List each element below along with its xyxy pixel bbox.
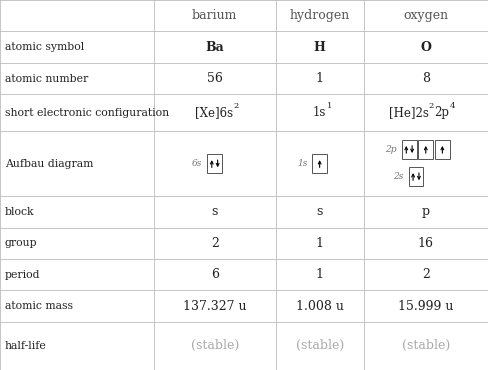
Bar	[419, 140, 433, 159]
Text: O: O	[420, 41, 431, 54]
Text: 2: 2	[233, 102, 239, 110]
Text: half-life: half-life	[5, 341, 47, 351]
Text: Ba: Ba	[205, 41, 224, 54]
Text: atomic mass: atomic mass	[5, 301, 73, 311]
Text: short electronic configuration: short electronic configuration	[5, 108, 169, 118]
Text: s: s	[211, 205, 218, 218]
Text: barium: barium	[192, 9, 237, 22]
Text: (stable): (stable)	[296, 339, 344, 353]
Text: 2: 2	[211, 237, 219, 250]
Text: (stable): (stable)	[402, 339, 450, 353]
Bar	[312, 155, 327, 173]
Text: 6s: 6s	[192, 159, 203, 168]
Text: p: p	[422, 205, 430, 218]
Text: 16: 16	[418, 237, 434, 250]
Bar	[402, 140, 417, 159]
Text: 56: 56	[207, 72, 223, 85]
Text: 2: 2	[428, 102, 433, 110]
Text: atomic symbol: atomic symbol	[5, 42, 84, 52]
Text: (stable): (stable)	[191, 339, 239, 353]
Text: 1s: 1s	[297, 159, 307, 168]
Text: 1: 1	[316, 268, 324, 281]
Text: 1: 1	[316, 237, 324, 250]
Text: 1.008 u: 1.008 u	[296, 300, 344, 313]
Text: 2: 2	[422, 268, 430, 281]
Text: 1: 1	[327, 102, 332, 110]
Text: 8: 8	[422, 72, 430, 85]
Text: group: group	[5, 238, 38, 248]
Bar	[409, 167, 424, 186]
Text: atomic number: atomic number	[5, 74, 88, 84]
Text: 2p: 2p	[434, 106, 449, 120]
Text: [He]2s: [He]2s	[389, 106, 429, 120]
Bar	[435, 140, 450, 159]
Text: H: H	[314, 41, 325, 54]
Text: Aufbau diagram: Aufbau diagram	[5, 159, 93, 169]
Text: block: block	[5, 207, 35, 217]
Text: 137.327 u: 137.327 u	[183, 300, 246, 313]
Text: 4: 4	[450, 102, 455, 110]
Text: 1: 1	[316, 72, 324, 85]
Text: 2s: 2s	[393, 172, 404, 181]
Text: s: s	[316, 205, 323, 218]
Text: 2p: 2p	[386, 145, 397, 154]
Text: 6: 6	[211, 268, 219, 281]
Text: 1s: 1s	[312, 106, 325, 120]
Text: hydrogen: hydrogen	[289, 9, 350, 22]
Text: period: period	[5, 270, 41, 280]
Text: [Xe]6s: [Xe]6s	[195, 106, 233, 120]
Bar	[207, 155, 222, 173]
Text: 15.999 u: 15.999 u	[398, 300, 453, 313]
Text: oxygen: oxygen	[403, 9, 448, 22]
